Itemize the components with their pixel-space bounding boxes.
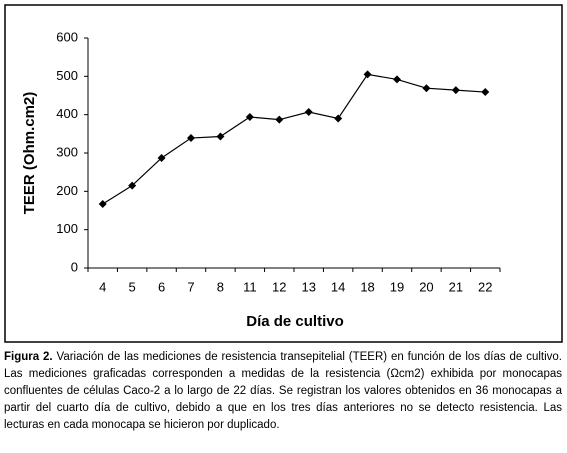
x-tick-label: 11 (243, 279, 257, 294)
caption-label: Figura 2. (4, 351, 53, 363)
x-tick-label: 4 (99, 279, 106, 294)
chart: TEER (Ohm.cm2) Día de cultivo 0 100 200 300… (4, 4, 563, 343)
x-tick-label: 20 (419, 279, 433, 294)
x-tick-label: 5 (129, 279, 136, 294)
x-tick-label: 14 (331, 279, 345, 294)
y-tick-label: 300 (56, 144, 78, 159)
marker (393, 75, 401, 84)
y-axis-label: TEER (Ohm.cm2) (21, 92, 38, 215)
x-axis-label: Día de cultivo (246, 313, 344, 330)
y-tick-label: 100 (56, 221, 78, 236)
marker (157, 153, 166, 162)
marker (98, 199, 107, 208)
caption: Figura 2. Variación de las mediciones de… (4, 349, 562, 434)
marker (128, 181, 137, 190)
y-tick-label: 500 (56, 68, 78, 83)
x-tick-label: 6 (158, 279, 165, 294)
y-tick-label: 200 (56, 183, 78, 198)
marker (275, 115, 284, 124)
marker (187, 134, 195, 143)
marker (451, 86, 460, 95)
x-tick-label: 12 (272, 279, 286, 294)
caption-text: Variación de las mediciones de resistenc… (4, 351, 562, 431)
marker (481, 88, 490, 97)
x-tick-label: 18 (360, 279, 374, 294)
marker (363, 70, 372, 79)
marker (334, 114, 343, 123)
y-tick-label: 400 (56, 106, 78, 121)
x-tick-label: 21 (449, 279, 463, 294)
x-tick-label: 19 (390, 279, 404, 294)
x-tick-label: 13 (301, 279, 315, 294)
marker (304, 107, 313, 116)
frame (4, 4, 563, 343)
x-tick-label: 8 (217, 279, 224, 294)
line (102, 73, 486, 205)
marker (422, 84, 431, 93)
y-tick-label: 0 (71, 259, 78, 274)
marker (245, 112, 254, 121)
x-tick-label: 7 (187, 279, 194, 294)
marker (216, 132, 225, 141)
x-tick-label: 22 (478, 279, 492, 294)
y-tick-label: 600 (56, 29, 78, 44)
